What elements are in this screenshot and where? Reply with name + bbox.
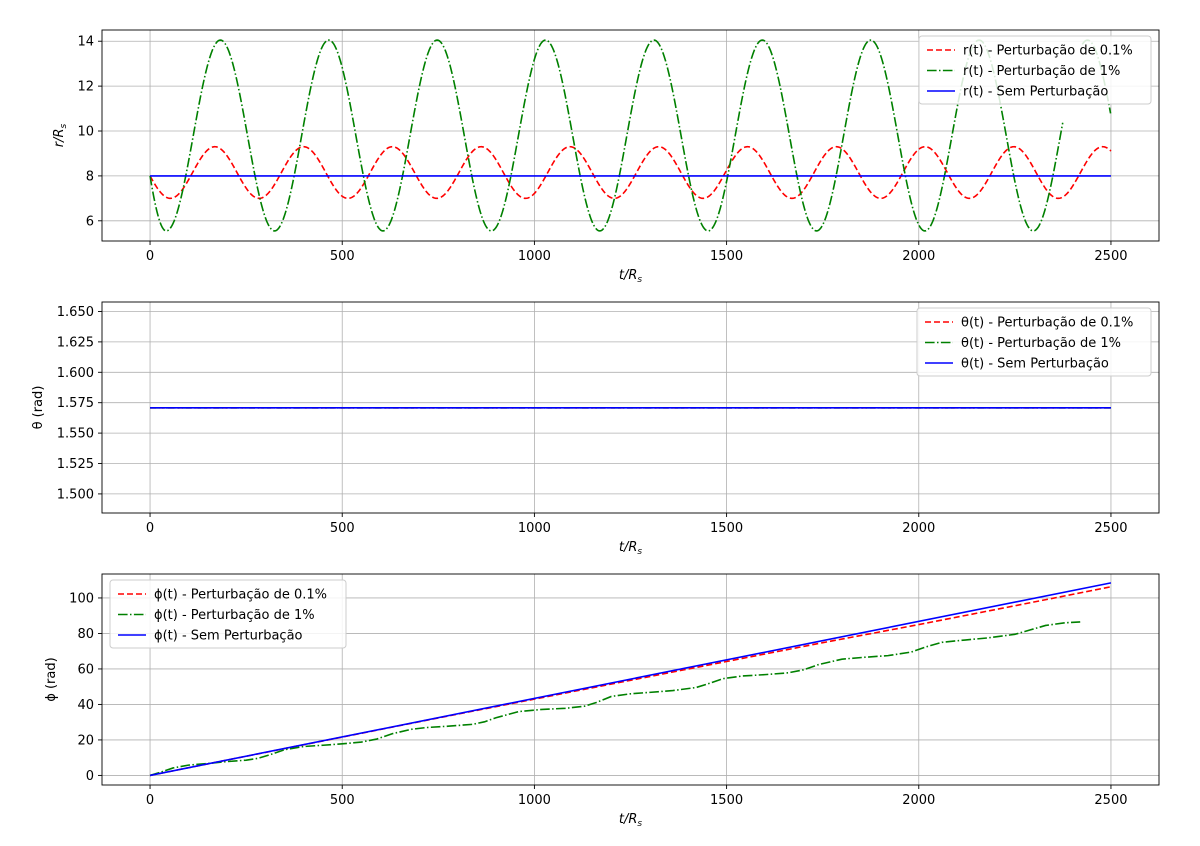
x-axis-label: t/Rs [619, 268, 643, 285]
y-tick-label: 0 [86, 769, 94, 784]
x-tick-label: 0 [146, 793, 154, 808]
axes-frame [101, 301, 1160, 514]
axes-frame [101, 29, 1160, 242]
y-tick-label: 1.550 [57, 427, 94, 442]
y-tick-label: 8 [86, 169, 94, 184]
x-tick-label: 1000 [518, 793, 551, 808]
y-tick-label: 1.600 [57, 366, 94, 381]
x-tick-label: 2000 [902, 249, 935, 264]
y-tick-label: 6 [86, 214, 94, 229]
y-tick-label: 14 [77, 35, 94, 50]
axes-frame [101, 573, 1160, 786]
y-axis-label: θ (rad) [31, 386, 46, 430]
series-line-0 [149, 145, 1112, 200]
x-tick-label: 0 [146, 249, 154, 264]
chart-radius: 0 500 1000 1500 2000 2500 6 8 10 12 14 t/Rs r/Rs r(t)… [52, 29, 1160, 285]
x-tick-label: 1500 [710, 249, 743, 264]
legend: r(t) - Perturbação de 0.1% r(t) - Perturb… [918, 35, 1152, 105]
legend-box [918, 35, 1152, 105]
legend: θ(t) - Perturbação de 0.1% θ(t) - Perturb… [916, 307, 1152, 377]
series-line-1 [149, 621, 1081, 777]
x-tick-label: 0 [146, 521, 154, 536]
y-tick-label: 1.650 [57, 305, 94, 320]
chart-phi: 0 500 1000 1500 2000 2500 0 20 40 60 80 100 t/Rs ϕ (r… [44, 573, 1160, 829]
x-tick-label: 1500 [710, 521, 743, 536]
y-tick-label: 80 [77, 627, 94, 642]
legend-entry: ϕ(t) - Sem Perturbação [154, 629, 303, 644]
y-tick-label: 40 [77, 698, 94, 713]
legend-entry: r(t) - Sem Perturbação [963, 85, 1108, 100]
x-tick-label: 2500 [1094, 249, 1127, 264]
legend-entry: r(t) - Perturbação de 1% [963, 64, 1120, 79]
x-axis-label: t/Rs [619, 812, 643, 829]
x-tick-label: 1000 [518, 249, 551, 264]
x-tick-label: 2000 [902, 521, 935, 536]
x-tick-label: 2500 [1094, 521, 1127, 536]
legend-entry: ϕ(t) - Perturbação de 1% [154, 608, 315, 623]
x-tick-label: 500 [330, 793, 355, 808]
legend-box [916, 307, 1152, 377]
x-tick-label: 1500 [710, 793, 743, 808]
x-axis-label: t/Rs [619, 540, 643, 557]
legend-entry: r(t) - Perturbação de 0.1% [963, 44, 1133, 59]
x-tick-label: 500 [330, 521, 355, 536]
series-line-2 [149, 582, 1112, 777]
y-tick-label: 12 [77, 80, 94, 95]
legend-entry: θ(t) - Perturbação de 1% [961, 336, 1121, 351]
y-tick-label: 1.625 [57, 335, 94, 350]
y-tick-label: 20 [77, 733, 94, 748]
chart-theta: 0 500 1000 1500 2000 2500 1.500 1.525 1.550 1.575… [31, 301, 1160, 557]
y-axis-label: ϕ (rad) [44, 657, 59, 701]
series-group [149, 582, 1112, 777]
y-axis-label: r/Rs [52, 123, 69, 147]
y-tick-label: 60 [77, 662, 94, 677]
x-tick-label: 1000 [518, 521, 551, 536]
x-tick-label: 2000 [902, 793, 935, 808]
y-tick-label: 1.525 [57, 457, 94, 472]
x-tick-label: 2500 [1094, 793, 1127, 808]
y-tick-label: 10 [77, 125, 94, 140]
legend-box [109, 579, 347, 649]
grid [102, 574, 1159, 785]
x-tick-label: 500 [330, 249, 355, 264]
legend-entry: ϕ(t) - Perturbação de 0.1% [154, 588, 327, 603]
y-tick-label: 100 [69, 591, 94, 606]
y-tick-label: 1.575 [57, 396, 94, 411]
legend-entry: θ(t) - Perturbação de 0.1% [961, 316, 1133, 331]
y-tick-label: 1.500 [57, 487, 94, 502]
legend-entry: θ(t) - Sem Perturbação [961, 357, 1109, 372]
legend: ϕ(t) - Perturbação de 0.1% ϕ(t) - Perturb… [109, 579, 347, 649]
